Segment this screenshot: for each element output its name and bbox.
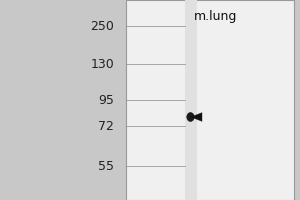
Text: 250: 250 [90,20,114,32]
Bar [184,0,196,200]
Polygon shape [191,113,202,121]
Ellipse shape [187,112,194,121]
Bar [126,0,294,200]
Text: 130: 130 [90,58,114,71]
Text: 55: 55 [98,160,114,172]
Text: 72: 72 [98,119,114,132]
Text: 95: 95 [98,94,114,106]
Text: m.lung: m.lung [194,10,238,23]
